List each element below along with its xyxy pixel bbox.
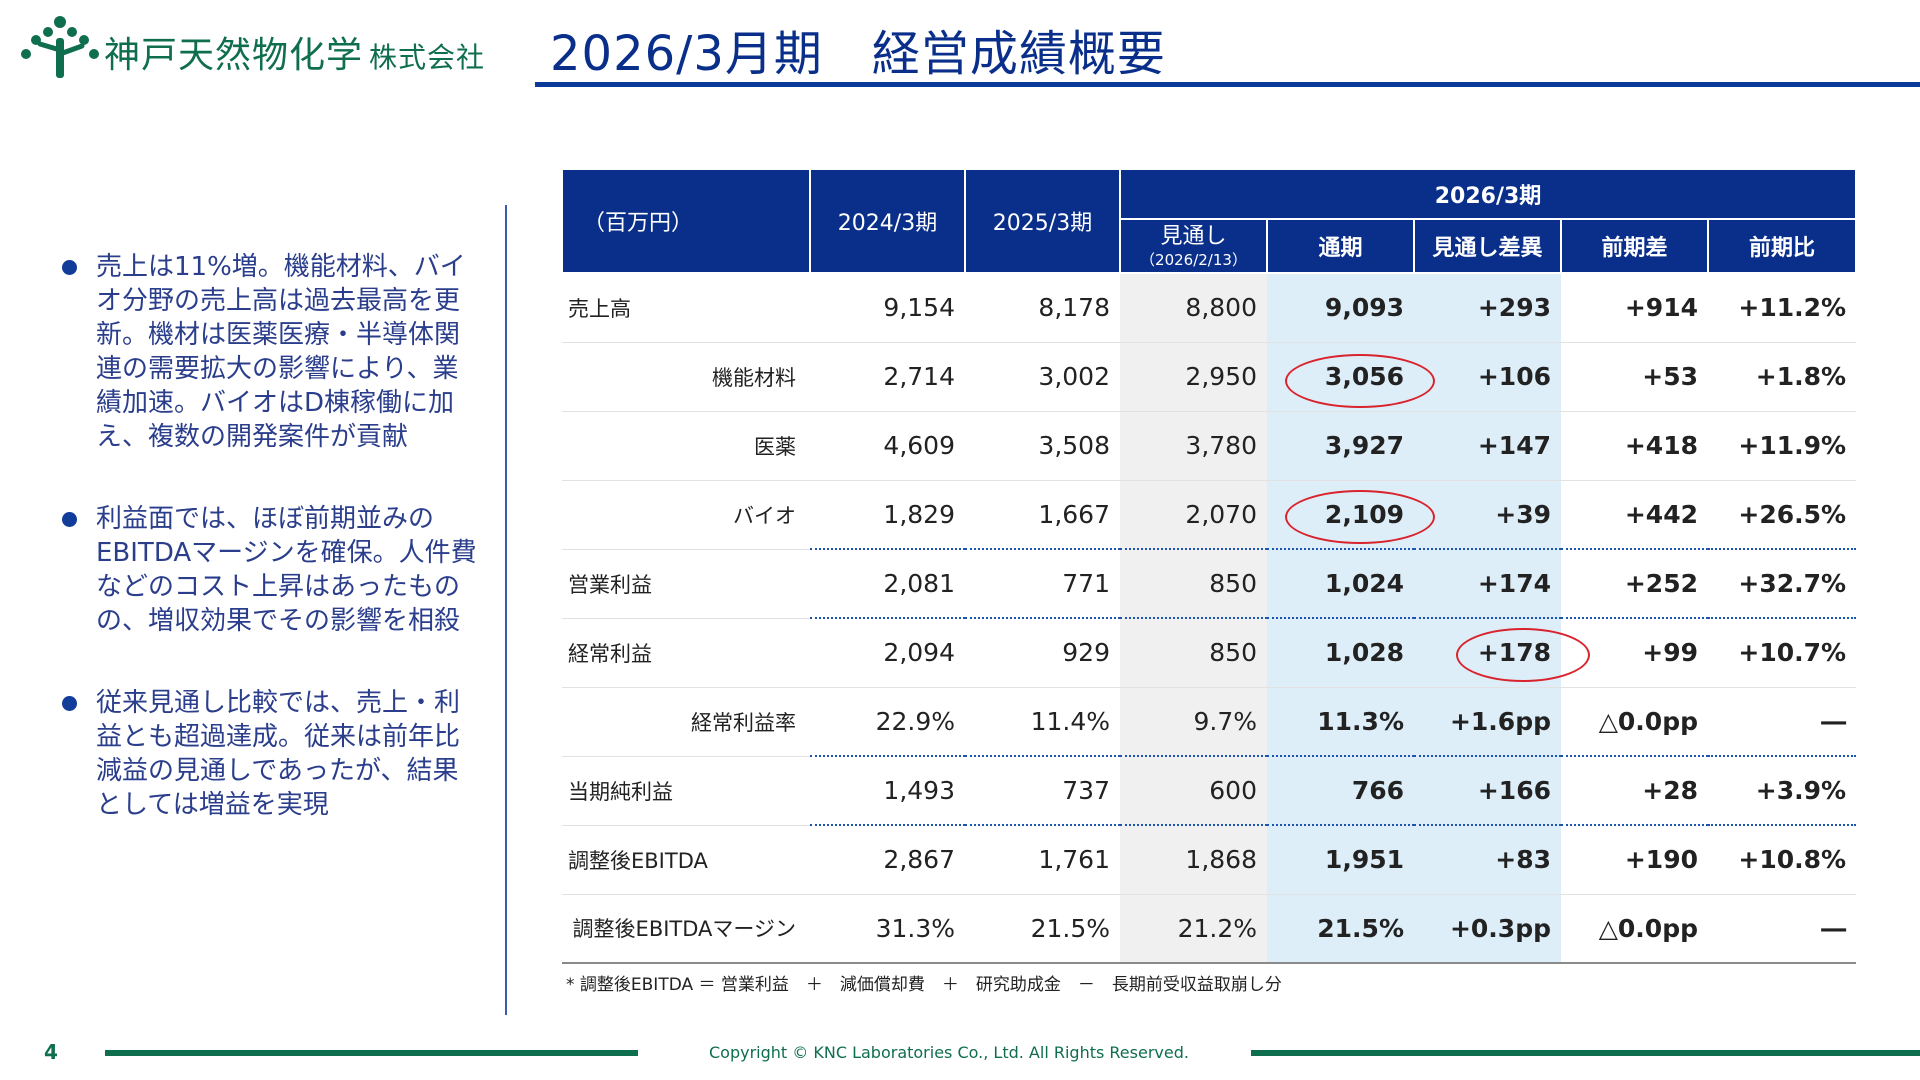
header-2024: 2024/3期 [809,168,966,274]
header-forecast: 見通し （2026/2/13） [1119,218,1268,274]
header-2026-group: 2026/3期 [1118,168,1858,220]
header-yoy-ratio: 前期比 [1706,218,1858,274]
header-yoy-diff: 前期差 [1560,218,1709,274]
header-vs-forecast: 見通し差異 [1413,218,1562,274]
footnote: * 調整後EBITDA ＝ 営業利益 ＋ 減価償却費 ＋ 研究助成金 － 長期前… [566,975,1282,995]
unit-header: （百万円） [561,168,811,274]
vertical-divider [505,205,507,1015]
highlight-circle-functional-materials [1285,354,1435,408]
company-name: 神戸天然物化学 株式会社 [104,35,486,76]
summary-bullets: 売上は11%増。機能材料、バイオ分野の売上高は過去最高を更新。機材は医薬医療・半… [62,250,482,870]
table-row: 医薬 4,609 3,508 3,780 3,927 +147 +418 +11… [562,411,1857,481]
table-row: 調整後EBITDA 2,867 1,761 1,868 1,951 +83 +1… [562,825,1857,895]
tree-logo-icon [21,16,99,78]
header-2025: 2025/3期 [964,168,1121,274]
table-row: バイオ 1,829 1,667 2,070 2,109 +39 +442 +26… [562,480,1857,550]
table-row: 当期純利益 1,493 737 600 766 +166 +28 +3.9% [562,756,1857,826]
table-row: 調整後EBITDAマージン 31.3% 21.5% 21.2% 21.5% +0… [562,894,1857,964]
bullet-item: 従来見通し比較では、売上・利益とも超過達成。従来は前年比減益の見通しであったが、… [62,686,482,822]
footer-bar-left [105,1050,638,1056]
copyright: Copyright © KNC Laboratories Co., Ltd. A… [709,1043,1189,1062]
bullet-item: 利益面では、ほぼ前期並みのEBITDAマージンを確保。人件費などのコスト上昇はあ… [62,502,482,638]
highlight-circle-bio [1285,490,1435,544]
table-row: 営業利益 2,081 771 850 1,024 +174 +252 +32.7… [562,549,1857,619]
financial-summary-table: （百万円） 2024/3期 2025/3期 2026/3期 見通し （2026/… [561,168,1858,964]
page-number: 4 [44,1040,58,1064]
table-row: 売上高 9,154 8,178 8,800 9,093 +293 +914 +1… [562,273,1857,343]
bullet-item: 売上は11%増。機能材料、バイオ分野の売上高は過去最高を更新。機材は医薬医療・半… [62,250,482,454]
highlight-circle-ordinary-profit-diff [1456,628,1590,682]
table-row: 経常利益 2,094 929 850 1,028 +178 +99 +10.7% [562,618,1857,688]
table-row: 機能材料 2,714 3,002 2,950 3,056 +106 +53 +1… [562,342,1857,412]
footer-bar-right [1251,1050,1920,1056]
title-rule [535,82,1920,87]
bullet-dot-icon [62,696,77,711]
company-logo: 神戸天然物化学 株式会社 [18,12,485,82]
bullet-dot-icon [62,512,77,527]
page-title: 2026/3月期 経営成績概要 [550,26,1166,82]
table-row: 経常利益率 22.9% 11.4% 9.7% 11.3% +1.6pp △0.0… [562,687,1857,757]
bullet-dot-icon [62,260,77,275]
header-full-year: 通期 [1266,218,1415,274]
